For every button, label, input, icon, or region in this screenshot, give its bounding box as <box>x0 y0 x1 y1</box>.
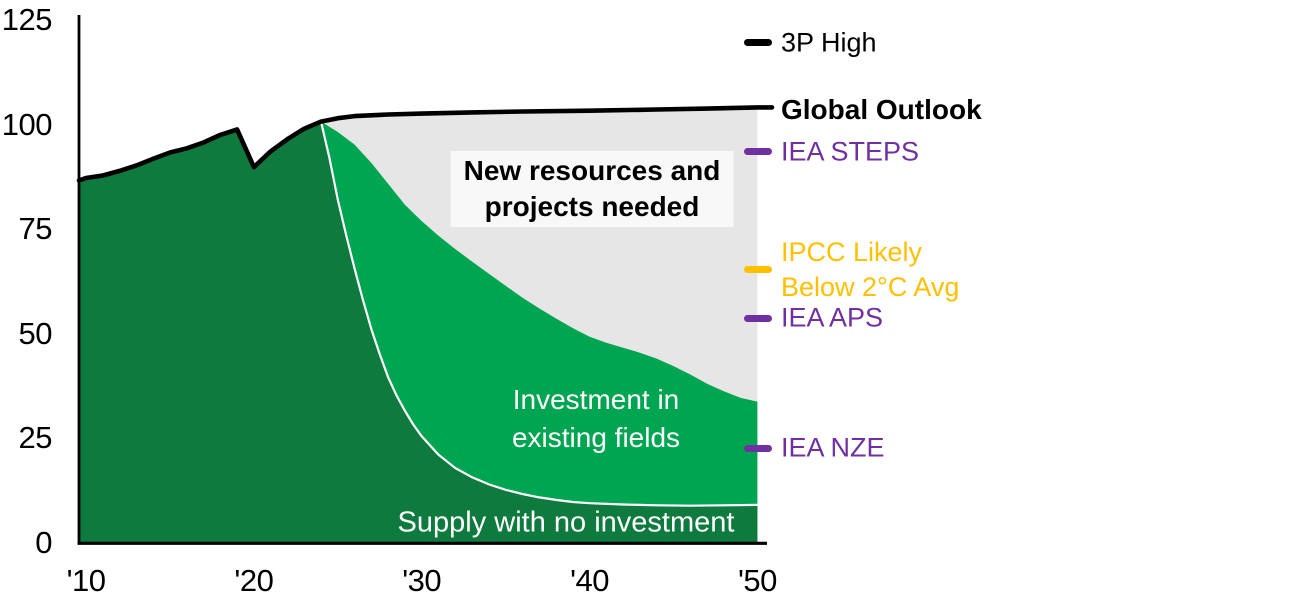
x-tick-label-2050: '50 <box>737 563 777 597</box>
x-tick-label-2030: '30 <box>402 563 442 597</box>
y-tick-label-100: 100 <box>1 106 53 142</box>
y-tick-label-125: 125 <box>1 2 53 37</box>
annotation-new-resources-line1: New resources and <box>463 155 721 186</box>
annotation-no-investment: Supply with no investment <box>397 506 735 539</box>
marker-label-ipcc-likely-below-2-c-avg: IPCC Likely Below 2°C Avg <box>781 236 960 302</box>
marker-label-iea-nze: IEA NZE <box>781 432 885 463</box>
x-tick-label-2040: '40 <box>570 563 609 597</box>
separator-no-investment-line <box>319 121 758 507</box>
annotation-existing-fields-line1: Investment in <box>512 384 680 415</box>
annotation-existing-fields-line2: existing fields <box>511 422 681 453</box>
area-no-investment <box>79 121 758 543</box>
marker-label-3p-high: 3P High <box>781 27 877 58</box>
global-outlook-line <box>76 105 775 183</box>
annotation-new-resources-line2: projects needed <box>484 191 700 222</box>
y-tick-label-0: 0 <box>35 524 52 560</box>
y-tick-label-75: 75 <box>18 211 53 246</box>
marker-dash-iea-nze <box>744 444 772 452</box>
legend-global-outlook: Global Outlook <box>781 94 982 125</box>
marker-label-iea-steps: IEA STEPS <box>781 136 920 167</box>
marker-dash-iea-aps <box>744 314 772 322</box>
x-tick-label-2020: '20 <box>234 563 274 597</box>
x-tick-label-2010: '10 <box>66 563 106 597</box>
y-tick-label-50: 50 <box>18 315 53 351</box>
marker-label-iea-aps: IEA APS <box>781 302 884 333</box>
annotation-new-resources: New resources and projects needed <box>450 151 734 227</box>
annotation-existing-fields: Investment in existing fields <box>512 381 680 457</box>
marker-dash-3p-high <box>744 39 772 47</box>
y-tick-label-25: 25 <box>18 420 53 455</box>
marker-dash-ipcc-likely-below-2-c-avg <box>744 266 772 274</box>
marker-dash-iea-steps <box>744 148 772 156</box>
